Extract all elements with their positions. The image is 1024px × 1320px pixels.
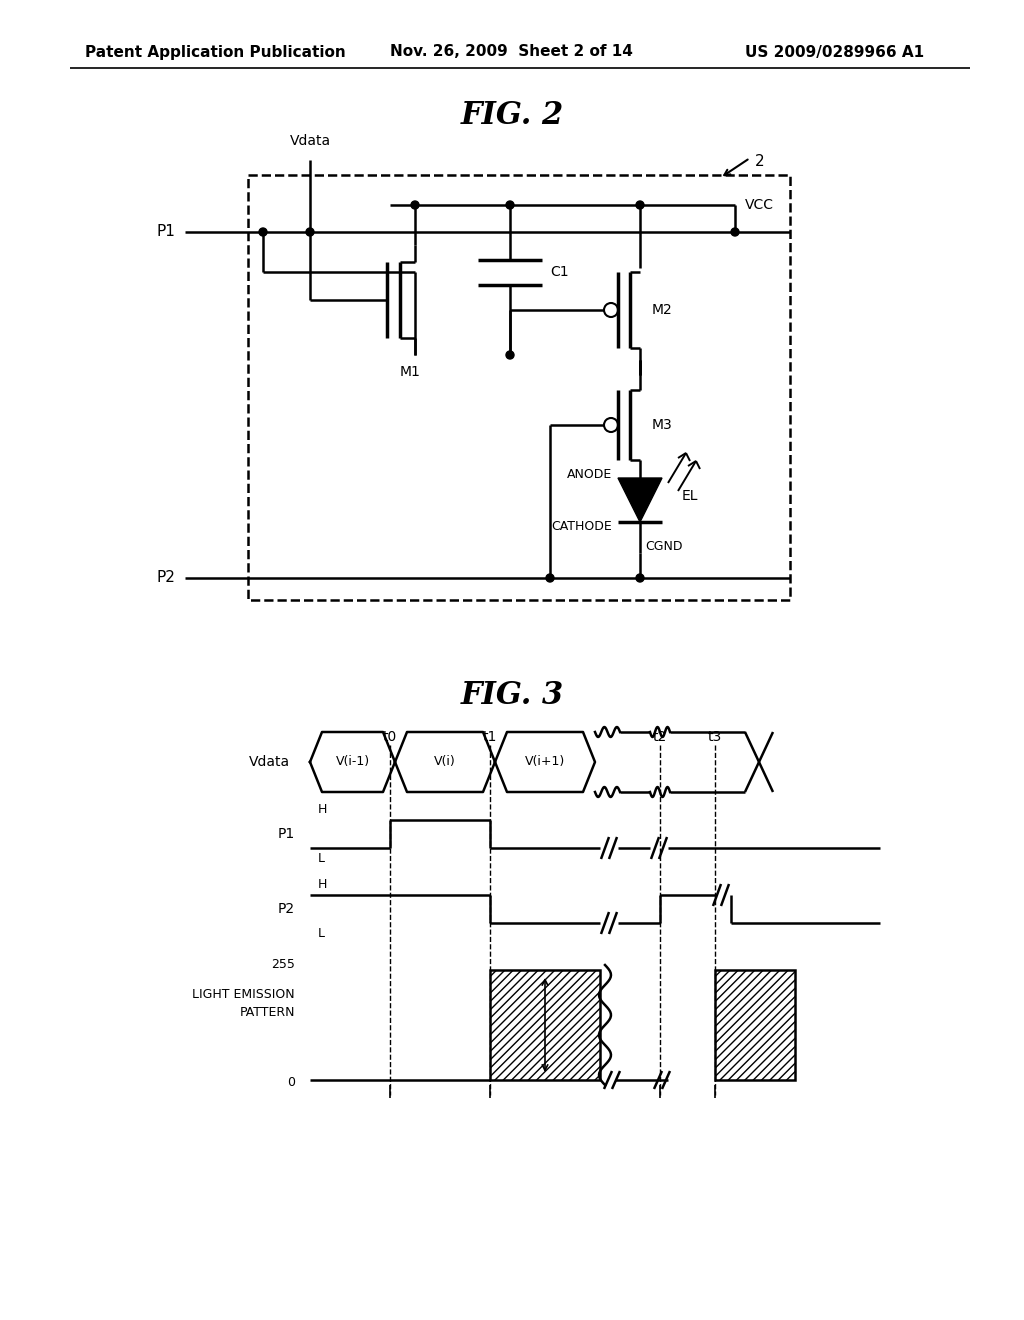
Text: V(i+1): V(i+1) — [525, 755, 565, 768]
Circle shape — [636, 574, 644, 582]
Text: P2: P2 — [278, 902, 295, 916]
Circle shape — [306, 228, 314, 236]
Circle shape — [506, 351, 514, 359]
Text: M2: M2 — [652, 304, 673, 317]
Text: Vdata: Vdata — [290, 135, 331, 148]
Text: ANODE: ANODE — [566, 467, 612, 480]
Text: M3: M3 — [652, 418, 673, 432]
Text: US 2009/0289966 A1: US 2009/0289966 A1 — [745, 45, 924, 59]
Text: Patent Application Publication: Patent Application Publication — [85, 45, 346, 59]
Text: t0: t0 — [383, 730, 397, 744]
Text: M1: M1 — [399, 366, 421, 379]
Text: H: H — [318, 878, 328, 891]
Circle shape — [636, 201, 644, 209]
Text: 0: 0 — [287, 1077, 295, 1089]
Text: P1: P1 — [156, 224, 175, 239]
Text: L: L — [318, 851, 325, 865]
Text: VCC: VCC — [745, 198, 774, 213]
Text: t3: t3 — [708, 730, 722, 744]
Text: V(i-1): V(i-1) — [336, 755, 370, 768]
Text: EL: EL — [682, 488, 698, 503]
Text: H: H — [318, 803, 328, 816]
Text: LIGHT EMISSION: LIGHT EMISSION — [193, 989, 295, 1002]
Text: 2: 2 — [755, 154, 765, 169]
Text: FIG. 2: FIG. 2 — [461, 99, 563, 131]
Text: L: L — [318, 927, 325, 940]
Text: PATTERN: PATTERN — [240, 1006, 295, 1019]
Text: t1: t1 — [482, 730, 498, 744]
Circle shape — [259, 228, 267, 236]
Bar — [248, 176, 790, 601]
Circle shape — [546, 574, 554, 582]
Text: t2: t2 — [653, 730, 667, 744]
Bar — [715, 970, 795, 1080]
Polygon shape — [618, 478, 662, 521]
Circle shape — [411, 201, 419, 209]
Text: V(i): V(i) — [434, 755, 456, 768]
Text: Vdata: Vdata — [249, 755, 290, 770]
Bar — [490, 970, 600, 1080]
Circle shape — [506, 201, 514, 209]
Text: CGND: CGND — [645, 540, 683, 553]
Text: P1: P1 — [278, 828, 295, 841]
Text: 255: 255 — [271, 958, 295, 972]
Text: CATHODE: CATHODE — [551, 520, 612, 532]
Text: Nov. 26, 2009  Sheet 2 of 14: Nov. 26, 2009 Sheet 2 of 14 — [390, 45, 633, 59]
Text: C1: C1 — [550, 265, 568, 279]
Text: FIG. 3: FIG. 3 — [461, 680, 563, 710]
Circle shape — [731, 228, 739, 236]
Text: P2: P2 — [156, 570, 175, 586]
